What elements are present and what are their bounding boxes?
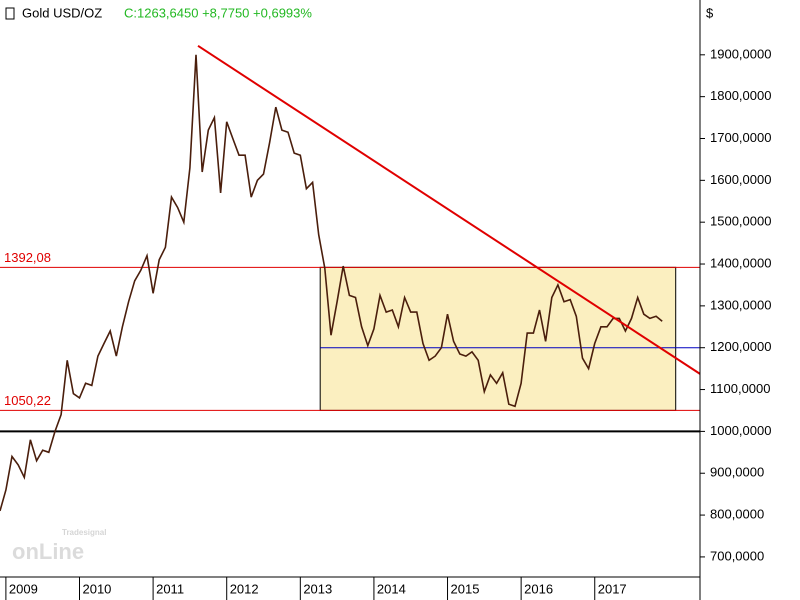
range-box [319, 266, 677, 411]
y-tick-label: 700,0000 [710, 548, 764, 563]
x-tick-label: 2016 [524, 581, 553, 596]
header-icon [5, 7, 15, 20]
y-tick-label: 1800,0000 [710, 88, 771, 103]
y-tick-label: 1300,0000 [710, 297, 771, 312]
x-tick-label: 2011 [156, 581, 184, 596]
x-tick-label: 2010 [82, 581, 111, 596]
x-tick-label: 2012 [230, 581, 259, 596]
watermark-brand: Tradesignal [62, 528, 106, 537]
y-tick-label: 1500,0000 [710, 214, 771, 229]
instrument: Gold USD/OZ [22, 5, 102, 20]
y-tick-label: 1100,0000 [710, 381, 771, 396]
y-tick-label: 1000,0000 [710, 423, 771, 438]
watermark-logo: onLine [12, 539, 84, 564]
y-tick-label: 800,0000 [710, 507, 764, 522]
watermark: Tradesignal onLine [12, 528, 106, 564]
level-label: 1392,08 [4, 250, 51, 265]
y-tick-label: 1200,0000 [710, 339, 771, 354]
trend-line [197, 44, 701, 375]
x-tick-label: 2009 [9, 581, 38, 596]
level-label: 1050,22 [4, 393, 51, 408]
x-tick-label: 2015 [451, 581, 480, 596]
y-tick-label: 900,0000 [710, 465, 764, 480]
y-unit: $ [706, 5, 714, 20]
x-tick-label: 2013 [303, 581, 332, 596]
quote: C:1263,6450 +8,7750 +0,6993% [124, 5, 312, 20]
price-line [0, 54, 663, 512]
x-tick-label: 2014 [377, 581, 406, 596]
y-tick-label: 1600,0000 [710, 172, 771, 187]
y-tick-label: 1400,0000 [710, 255, 771, 270]
x-tick-label: 2017 [598, 581, 627, 596]
y-tick-label: 1900,0000 [710, 46, 771, 61]
header: Gold USD/OZ C:1263,6450 +8,7750 +0,6993% [5, 5, 312, 20]
plot-area: 1392,08 1050,22 [0, 44, 701, 512]
y-tick-label: 1700,0000 [710, 130, 771, 145]
